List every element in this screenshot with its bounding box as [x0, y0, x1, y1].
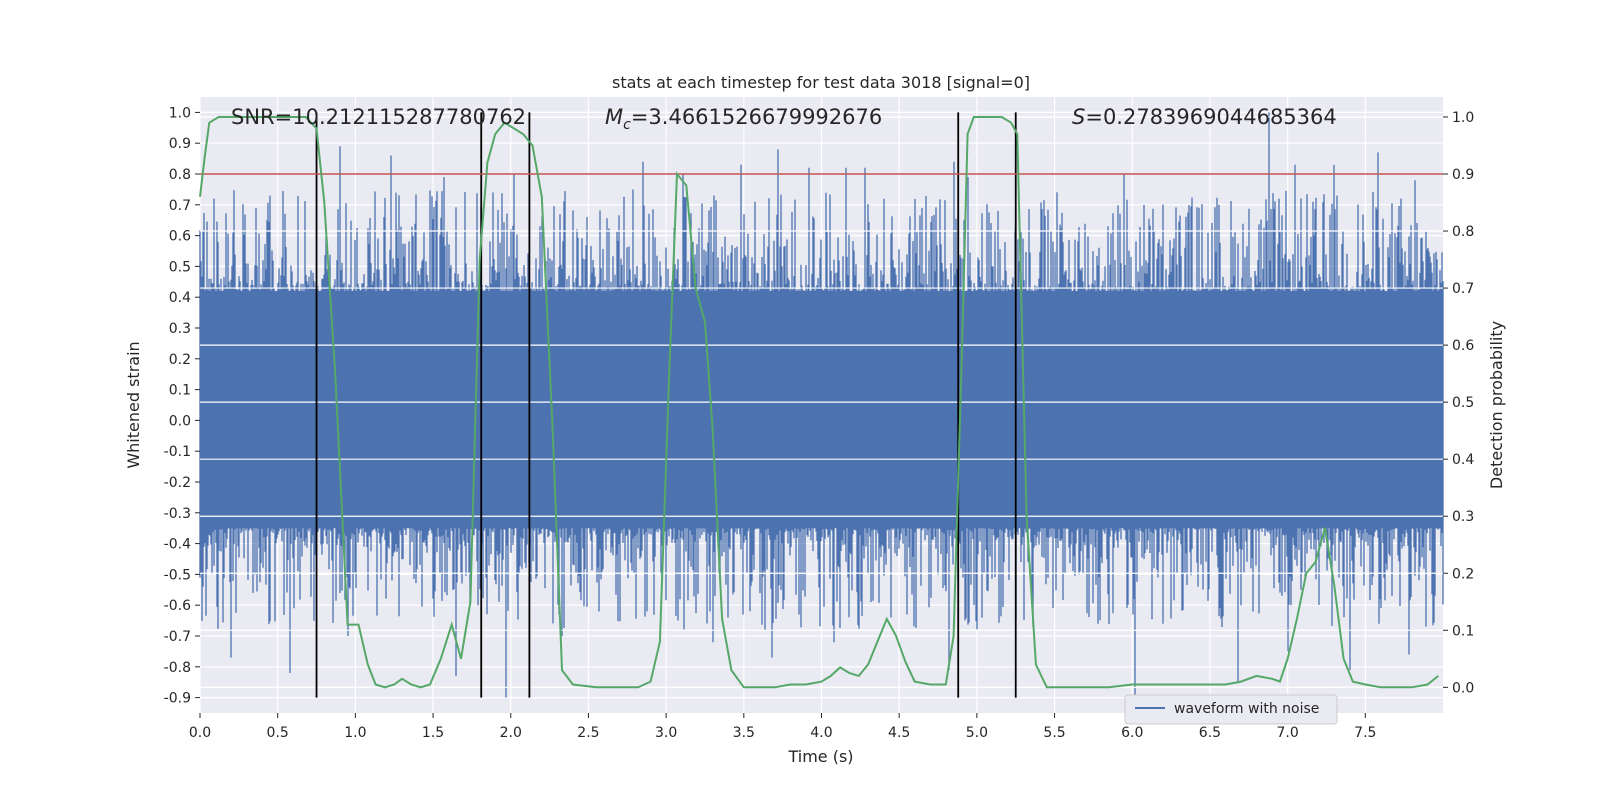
x-tick-label: 1.5: [422, 725, 444, 741]
left-y-tick-label: 0.7: [169, 198, 191, 214]
left-y-tick-label: 0.4: [169, 290, 191, 306]
x-tick-label: 5.0: [966, 725, 988, 741]
left-y-tick-label: -0.8: [164, 660, 191, 676]
left-y-tick-label: 0.2: [169, 352, 191, 368]
chirp-mass-value: =3.4661526679992676: [631, 105, 882, 129]
left-y-tick-label: 0.1: [169, 383, 191, 399]
left-y-tick-label: 1.0: [169, 105, 191, 121]
left-y-tick-label: -0.1: [164, 444, 191, 460]
x-tick-label: 2.5: [577, 725, 599, 741]
legend-label: waveform with noise: [1174, 701, 1319, 717]
left-y-tick-label: -0.2: [164, 475, 191, 491]
chirp-mass-annotation: Mc=3.4661526679992676: [605, 105, 882, 133]
probability-series: [199, 116, 1439, 689]
left-y-tick-label: -0.5: [164, 567, 191, 583]
x-axis-ticks: 0.0 0.5 1.0 1.5 2.0 2.5 3.0 3.5 4.0 4.5 5.0 5.5 6.0 6…: [189, 713, 1376, 741]
x-tick-label: 2.0: [500, 725, 522, 741]
s-symbol: S: [1072, 105, 1085, 129]
left-y-tick-label: 0.6: [169, 229, 191, 245]
x-tick-label: 3.0: [655, 725, 677, 741]
s-value: =0.2783969044685364: [1085, 105, 1336, 129]
chart-title: stats at each timestep for test data 301…: [612, 73, 1030, 92]
x-tick-label: 6.0: [1121, 725, 1143, 741]
right-y-tick-label: 0.8: [1452, 224, 1474, 240]
left-y-tick-label: -0.4: [164, 537, 191, 553]
snr-annotation: SNR=10.212115287780762: [231, 105, 526, 129]
left-y-tick-label: -0.3: [164, 506, 191, 522]
s-annotation: S=0.2783969044685364: [1072, 105, 1337, 129]
right-y-tick-label: 0.6: [1452, 338, 1474, 354]
left-y-tick-label: 0.8: [169, 167, 191, 183]
vertical-markers: [315, 112, 1017, 698]
left-y-tick-label: 0.5: [169, 259, 191, 275]
x-tick-label: 4.5: [888, 725, 910, 741]
right-y-tick-label: 0.2: [1452, 566, 1474, 582]
left-y-tick-label: -0.7: [164, 629, 191, 645]
left-y-tick-label: -0.9: [164, 691, 191, 707]
right-y-tick-label: 0.5: [1452, 395, 1474, 411]
left-y-tick-label: 0.0: [169, 413, 191, 429]
x-tick-label: 7.0: [1276, 725, 1298, 741]
left-y-tick-label: 0.9: [169, 136, 191, 152]
right-y-tick-label: 0.0: [1452, 680, 1474, 696]
left-y-axis-ticks: -0.9 -0.8 -0.7 -0.6 -0.5 -0.4 -0.3 -0.2 -0.1 0.0 0…: [164, 105, 200, 707]
x-tick-label: 5.5: [1043, 725, 1065, 741]
chirp-mass-subscript: c: [623, 117, 631, 133]
legend: waveform with noise: [1124, 694, 1338, 725]
x-tick-label: 3.5: [733, 725, 755, 741]
detection-probability-line: [199, 116, 1439, 689]
right-y-tick-label: 0.3: [1452, 509, 1474, 525]
x-tick-label: 7.5: [1354, 725, 1376, 741]
legend-box: [1124, 694, 1338, 725]
strain-bulk-band: [200, 306, 1443, 513]
right-y-axis-label: Detection probability: [1487, 321, 1506, 489]
right-y-tick-label: 0.1: [1452, 623, 1474, 639]
chirp-mass-symbol: M: [605, 105, 623, 129]
right-y-tick-label: 0.7: [1452, 281, 1474, 297]
left-y-tick-label: 0.3: [169, 321, 191, 337]
x-axis-label: Time (s): [787, 747, 853, 766]
right-y-axis-ticks: 0.0 0.1 0.2 0.3 0.4 0.5 0.6 0.7 0.8 0.9 1.0: [1443, 110, 1474, 696]
right-y-tick-label: 0.9: [1452, 167, 1474, 183]
x-tick-label: 1.0: [344, 725, 366, 741]
x-tick-label: 0.5: [267, 725, 289, 741]
x-tick-label: 4.0: [810, 725, 832, 741]
right-y-tick-label: 0.4: [1452, 452, 1474, 468]
left-y-axis-label: Whitened strain: [124, 341, 143, 468]
left-y-tick-label: -0.6: [164, 598, 191, 614]
x-tick-label: 6.5: [1199, 725, 1221, 741]
strain-series: [199, 112, 1444, 698]
right-y-tick-label: 1.0: [1452, 110, 1474, 126]
x-tick-label: 0.0: [189, 725, 211, 741]
